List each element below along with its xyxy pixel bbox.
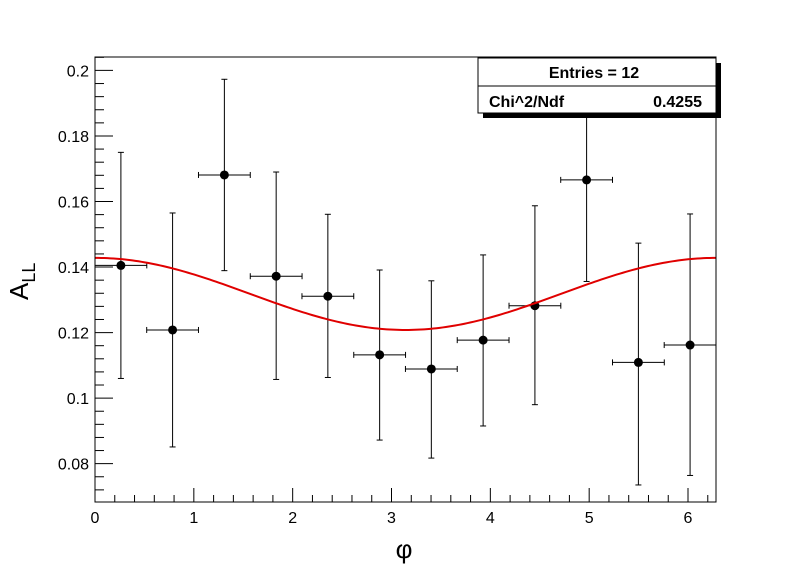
svg-text:ALL: ALL xyxy=(4,263,39,300)
data-point xyxy=(478,335,488,345)
y-axis-title-subscript: LL xyxy=(19,263,39,283)
x-tick-label: 5 xyxy=(585,510,594,527)
stats-row-value: 0.4255 xyxy=(653,94,702,111)
y-tick-label: 0.14 xyxy=(58,260,89,277)
y-tick-label: 0.12 xyxy=(58,326,89,343)
fit-curve xyxy=(94,256,717,331)
data-point xyxy=(633,357,643,367)
axis-layer: 0 1 2 3 4 5 6 0.08 0.1 0.12 0.14 0.16 0.18 0.2 xyxy=(58,56,709,527)
stats-box: Entries = 12 Chi^2/Ndf 0.4255 xyxy=(477,57,721,118)
y-axis-title-main: A xyxy=(4,282,34,300)
plot-frame xyxy=(94,56,717,503)
data-point xyxy=(271,271,281,281)
x-tick-label: 6 xyxy=(684,510,693,527)
stats-row-label: Chi^2/Ndf xyxy=(489,94,565,111)
data-point xyxy=(582,175,592,185)
data-point xyxy=(219,170,229,180)
x-tick-label: 2 xyxy=(288,510,297,527)
stats-box-title: Entries = 12 xyxy=(549,65,639,82)
y-tick-label: 0.18 xyxy=(58,129,89,146)
y-tick-label: 0.2 xyxy=(67,63,89,80)
plot-layer xyxy=(94,78,717,486)
y-tick-label: 0.16 xyxy=(58,195,89,212)
y-tick-label: 0.1 xyxy=(67,391,89,408)
data-point xyxy=(168,325,178,335)
x-tick-label: 4 xyxy=(486,510,495,527)
data-point xyxy=(323,291,333,301)
data-point xyxy=(685,340,695,350)
x-tick-label: 1 xyxy=(189,510,198,527)
x-axis-title: φ xyxy=(396,534,413,564)
x-tick-label: 3 xyxy=(387,510,396,527)
data-point xyxy=(426,364,436,374)
x-tick-label: 0 xyxy=(91,510,100,527)
data-point xyxy=(375,350,385,360)
y-tick-label: 0.08 xyxy=(58,457,89,474)
data-point xyxy=(116,260,126,270)
y-axis-title: ALL xyxy=(4,263,39,300)
